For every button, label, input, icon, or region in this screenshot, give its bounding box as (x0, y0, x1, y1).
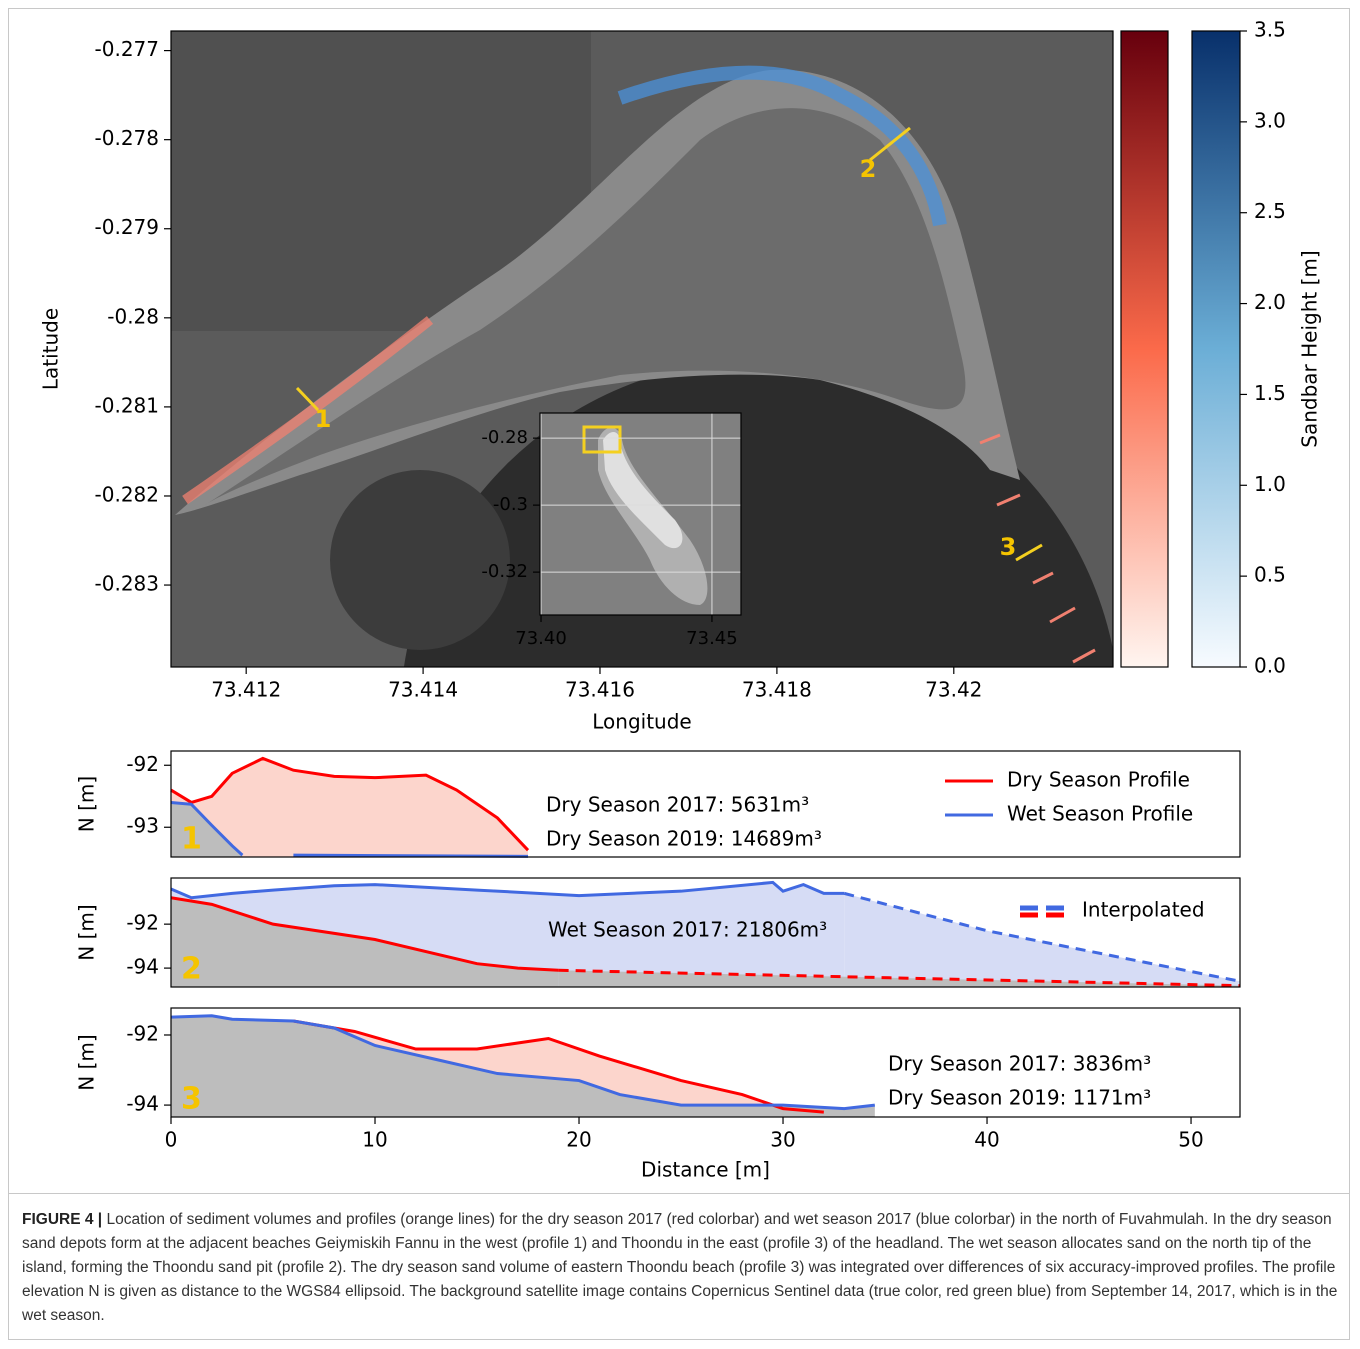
y-axis-label: N [m] (75, 776, 99, 832)
x-tick-label: 0 (165, 1128, 178, 1152)
x-tick-label: 73.45 (686, 628, 738, 649)
y-tick-label: 0.5 (1254, 563, 1286, 587)
caption-text: Location of sediment volumes and profile… (22, 1211, 1338, 1324)
profile-label: 2 (860, 155, 877, 183)
y-tick-label: -0.282 (95, 482, 159, 506)
y-axis-label: N [m] (75, 904, 99, 960)
y-tick-label: -0.279 (95, 215, 159, 239)
axes-frame (1191, 30, 1241, 668)
y-tick-label: 0.0 (1254, 654, 1286, 678)
axes-frame (1120, 30, 1169, 668)
annotation: Wet Season 2017: 21806m³ (548, 918, 827, 942)
y-tick-label: -0.3 (493, 494, 528, 515)
y-tick-label: -0.283 (95, 572, 159, 596)
axes-frame (539, 412, 742, 616)
legend-label: Interpolated (1082, 898, 1205, 922)
profile-line (170, 880, 845, 900)
annotation: Dry Season 2019: 1171m³ (888, 1086, 1151, 1110)
profile-line (170, 800, 244, 857)
area-fill (844, 893, 1240, 987)
panel-label: 2 (181, 952, 202, 987)
axes-frame (170, 1007, 1241, 1118)
annotation: Dry Season 2017: 3836m³ (888, 1052, 1151, 1076)
y-tick-label: -0.28 (481, 427, 528, 448)
y-tick-label: -0.277 (95, 37, 159, 61)
x-tick-label: 20 (566, 1128, 591, 1152)
chart: 123-0.277-0.278-0.279-0.28-0.281-0.282-0… (39, 18, 1322, 1182)
legend-label: Dry Season Profile (1007, 768, 1190, 792)
x-tick-label: 50 (1178, 1128, 1203, 1152)
x-tick-label: 40 (974, 1128, 999, 1152)
caption: FIGURE 4 | Location of sediment volumes … (22, 1208, 1340, 1328)
x-tick-label: 73.412 (211, 678, 281, 702)
y-axis-label: Sandbar Height [m] (1298, 250, 1322, 447)
area-fill (171, 802, 243, 857)
x-tick-label: 10 (362, 1128, 387, 1152)
x-tick-label: 73.414 (388, 678, 458, 702)
profile-line (558, 968, 1241, 988)
x-axis-label: Longitude (592, 710, 691, 734)
profile-label: 3 (1000, 533, 1017, 561)
axes-frame (170, 30, 1114, 668)
y-axis-label: N [m] (75, 1034, 99, 1090)
x-tick-label: 73.40 (515, 628, 567, 649)
annotation: Dry Season 2017: 5631m³ (546, 793, 809, 817)
annotation: Dry Season 2019: 14689m³ (546, 827, 822, 851)
y-tick-label: -92 (126, 911, 159, 935)
y-tick-label: 3.0 (1254, 108, 1286, 132)
caption-rule (8, 1193, 1350, 1194)
profile-line (170, 756, 530, 852)
y-tick-label: -94 (126, 955, 159, 979)
x-axis-label: Distance [m] (641, 1158, 770, 1182)
y-tick-label: -0.32 (481, 561, 528, 582)
y-tick-label: -93 (126, 814, 159, 838)
area-fill (171, 1015, 875, 1117)
y-tick-label: -0.278 (95, 126, 159, 150)
inset (540, 413, 741, 615)
legend-label: Wet Season Profile (1007, 802, 1193, 826)
y-tick-label: -94 (126, 1092, 159, 1116)
frame (8, 8, 1350, 1340)
y-tick-label: 1.0 (1254, 472, 1286, 496)
profile-line (293, 1019, 824, 1114)
y-axis-label: Latitude (39, 308, 63, 390)
y-tick-label: 1.5 (1254, 381, 1286, 405)
blue-colorbar (1192, 31, 1240, 667)
panel-label: 1 (181, 822, 202, 857)
axes-frame (170, 877, 1241, 988)
area-fill (171, 897, 559, 987)
y-tick-label: 2.0 (1254, 290, 1286, 314)
y-tick-label: 2.5 (1254, 199, 1286, 223)
y-tick-label: -0.28 (107, 304, 159, 328)
x-tick-label: 30 (770, 1128, 795, 1152)
y-tick-label: -92 (126, 752, 159, 776)
profile-line (293, 853, 529, 858)
y-tick-label: -0.281 (95, 393, 159, 417)
red-colorbar (1121, 31, 1168, 667)
x-tick-label: 73.416 (565, 678, 635, 702)
profile-line (170, 896, 559, 972)
caption-label: FIGURE 4 | (22, 1211, 103, 1228)
panel-label: 3 (181, 1082, 202, 1117)
axes-frame (170, 750, 1241, 858)
profile-label: 1 (315, 405, 332, 433)
x-tick-label: 73.42 (925, 678, 982, 702)
y-tick-label: 3.5 (1254, 18, 1286, 42)
profile-line (843, 891, 1241, 983)
y-tick-label: -92 (126, 1021, 159, 1045)
x-tick-label: 73.418 (742, 678, 812, 702)
profile-line (170, 1014, 875, 1111)
area-fill (171, 758, 529, 857)
